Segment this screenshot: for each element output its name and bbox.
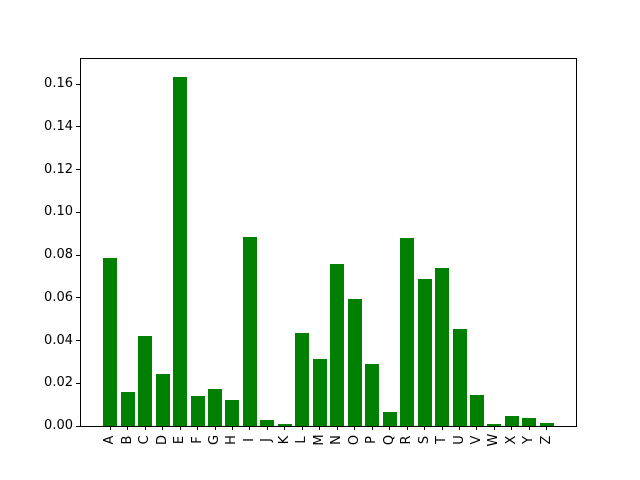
- x-tick-label-Z: Z: [538, 435, 554, 445]
- x-axis-tick: [493, 426, 495, 430]
- bar-C: [138, 336, 153, 426]
- bar-M: [312, 358, 327, 426]
- y-axis-tick: [76, 297, 80, 299]
- x-tick-label-R: R: [399, 435, 415, 445]
- x-tick-label-F: F: [189, 436, 205, 444]
- bar-A: [103, 258, 118, 426]
- x-tick-label-J: J: [259, 438, 275, 442]
- x-tick-label-H: H: [224, 435, 240, 445]
- bar-D: [155, 373, 170, 426]
- x-tick-label-P: P: [364, 436, 380, 444]
- x-tick-label-K: K: [276, 435, 292, 445]
- x-axis-tick: [249, 426, 251, 430]
- y-axis-tick: [76, 126, 80, 128]
- bar-E: [173, 76, 188, 426]
- x-tick-label-C: C: [137, 435, 153, 445]
- x-tick-label-Y: Y: [521, 436, 537, 444]
- x-axis-tick: [109, 426, 111, 430]
- x-tick-label-B: B: [119, 435, 135, 445]
- y-tick-label-0.02: 0.02: [44, 375, 73, 391]
- x-axis-tick: [476, 426, 478, 430]
- y-axis-tick: [76, 340, 80, 341]
- x-axis-tick: [162, 426, 164, 430]
- y-axis-tick: [76, 169, 80, 170]
- bar-I: [242, 236, 257, 426]
- bar-P: [365, 363, 380, 426]
- x-axis-tick: [511, 426, 513, 430]
- bar-J: [260, 420, 275, 426]
- y-axis-tick: [76, 254, 80, 256]
- x-tick-label-M: M: [311, 434, 327, 446]
- x-tick-label-U: U: [451, 435, 467, 445]
- x-tick-label-I: I: [241, 438, 257, 442]
- x-tick-label-G: G: [207, 434, 222, 446]
- x-tick-label-S: S: [416, 435, 432, 445]
- y-tick-label-0.16: 0.16: [44, 76, 73, 91]
- y-tick-label-0.14: 0.14: [44, 118, 73, 134]
- bar-R: [400, 238, 415, 426]
- x-axis-tick: [406, 426, 408, 430]
- bar-B: [120, 392, 135, 426]
- x-axis-tick: [301, 426, 303, 430]
- y-tick-label-0.12: 0.12: [44, 161, 73, 177]
- bar-X: [504, 416, 519, 426]
- y-tick-label-0.04: 0.04: [44, 332, 73, 348]
- x-tick-label-L: L: [294, 436, 310, 444]
- x-axis-tick: [127, 426, 129, 430]
- x-tick-label-Q: Q: [381, 434, 397, 446]
- x-axis-tick: [459, 426, 460, 430]
- x-axis-tick: [354, 426, 356, 430]
- x-axis-tick: [319, 426, 321, 430]
- bar-G: [208, 389, 222, 426]
- x-tick-label-E: E: [172, 435, 188, 445]
- y-axis-tick: [76, 211, 80, 213]
- x-axis-tick: [231, 426, 233, 430]
- y-axis-tick: [76, 83, 80, 85]
- x-tick-label-W: W: [486, 433, 502, 447]
- x-axis-tick: [144, 426, 146, 430]
- y-axis-tick: [76, 382, 80, 384]
- bar-Q: [382, 411, 397, 426]
- bar-S: [417, 278, 432, 426]
- x-tick-label-A: A: [102, 435, 118, 445]
- x-axis-tick: [179, 426, 181, 430]
- bar-Z: [539, 422, 554, 426]
- x-axis-tick: [424, 426, 426, 430]
- x-axis-tick: [371, 426, 373, 430]
- y-tick-label-0.10: 0.10: [44, 204, 73, 220]
- bar-Y: [522, 417, 537, 426]
- x-axis-tick: [284, 426, 286, 430]
- y-tick-label-0.06: 0.06: [44, 289, 73, 305]
- bar-T: [435, 268, 449, 426]
- x-axis-tick: [441, 426, 443, 430]
- bar-F: [190, 396, 205, 426]
- y-axis-tick: [76, 425, 80, 427]
- x-tick-label-N: N: [329, 435, 345, 445]
- x-axis-tick: [528, 426, 530, 430]
- bar-U: [452, 328, 467, 426]
- x-tick-label-O: O: [346, 434, 362, 446]
- x-axis-tick: [546, 426, 548, 430]
- x-tick-label-V: V: [468, 435, 484, 445]
- y-tick-label-0.08: 0.08: [44, 247, 73, 262]
- x-axis-tick: [197, 426, 198, 430]
- x-axis-tick: [214, 426, 216, 430]
- x-tick-label-T: T: [434, 436, 449, 444]
- x-axis-tick: [266, 426, 268, 430]
- x-axis-tick: [389, 426, 391, 430]
- bar-H: [225, 399, 240, 426]
- x-tick-label-D: D: [154, 435, 170, 446]
- y-tick-label-0.00: 0.00: [44, 418, 73, 433]
- bar-O: [347, 299, 362, 426]
- x-axis-tick: [336, 426, 338, 430]
- bar-K: [277, 423, 292, 426]
- x-tick-label-X: X: [503, 435, 519, 445]
- bar-L: [295, 333, 310, 426]
- bar-V: [469, 395, 484, 426]
- bar-W: [487, 424, 502, 426]
- bar-N: [330, 264, 345, 426]
- plot-area: A B C D E F G H I J K L M N O P Q R S T U V W X Y Z 0.00 0.02 0.04 0.…: [44, 58, 577, 446]
